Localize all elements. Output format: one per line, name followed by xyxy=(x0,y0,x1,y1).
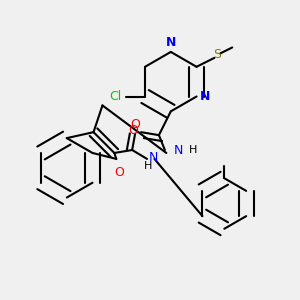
Text: N: N xyxy=(166,36,176,49)
Text: H: H xyxy=(144,161,153,171)
Text: Cl: Cl xyxy=(109,90,121,103)
Text: S: S xyxy=(213,48,221,62)
Text: O: O xyxy=(114,166,124,179)
Text: H: H xyxy=(189,145,197,155)
Text: N: N xyxy=(200,90,210,103)
Text: N: N xyxy=(148,151,158,164)
Text: O: O xyxy=(130,118,140,131)
Text: N: N xyxy=(174,143,183,157)
Text: O: O xyxy=(128,124,138,137)
